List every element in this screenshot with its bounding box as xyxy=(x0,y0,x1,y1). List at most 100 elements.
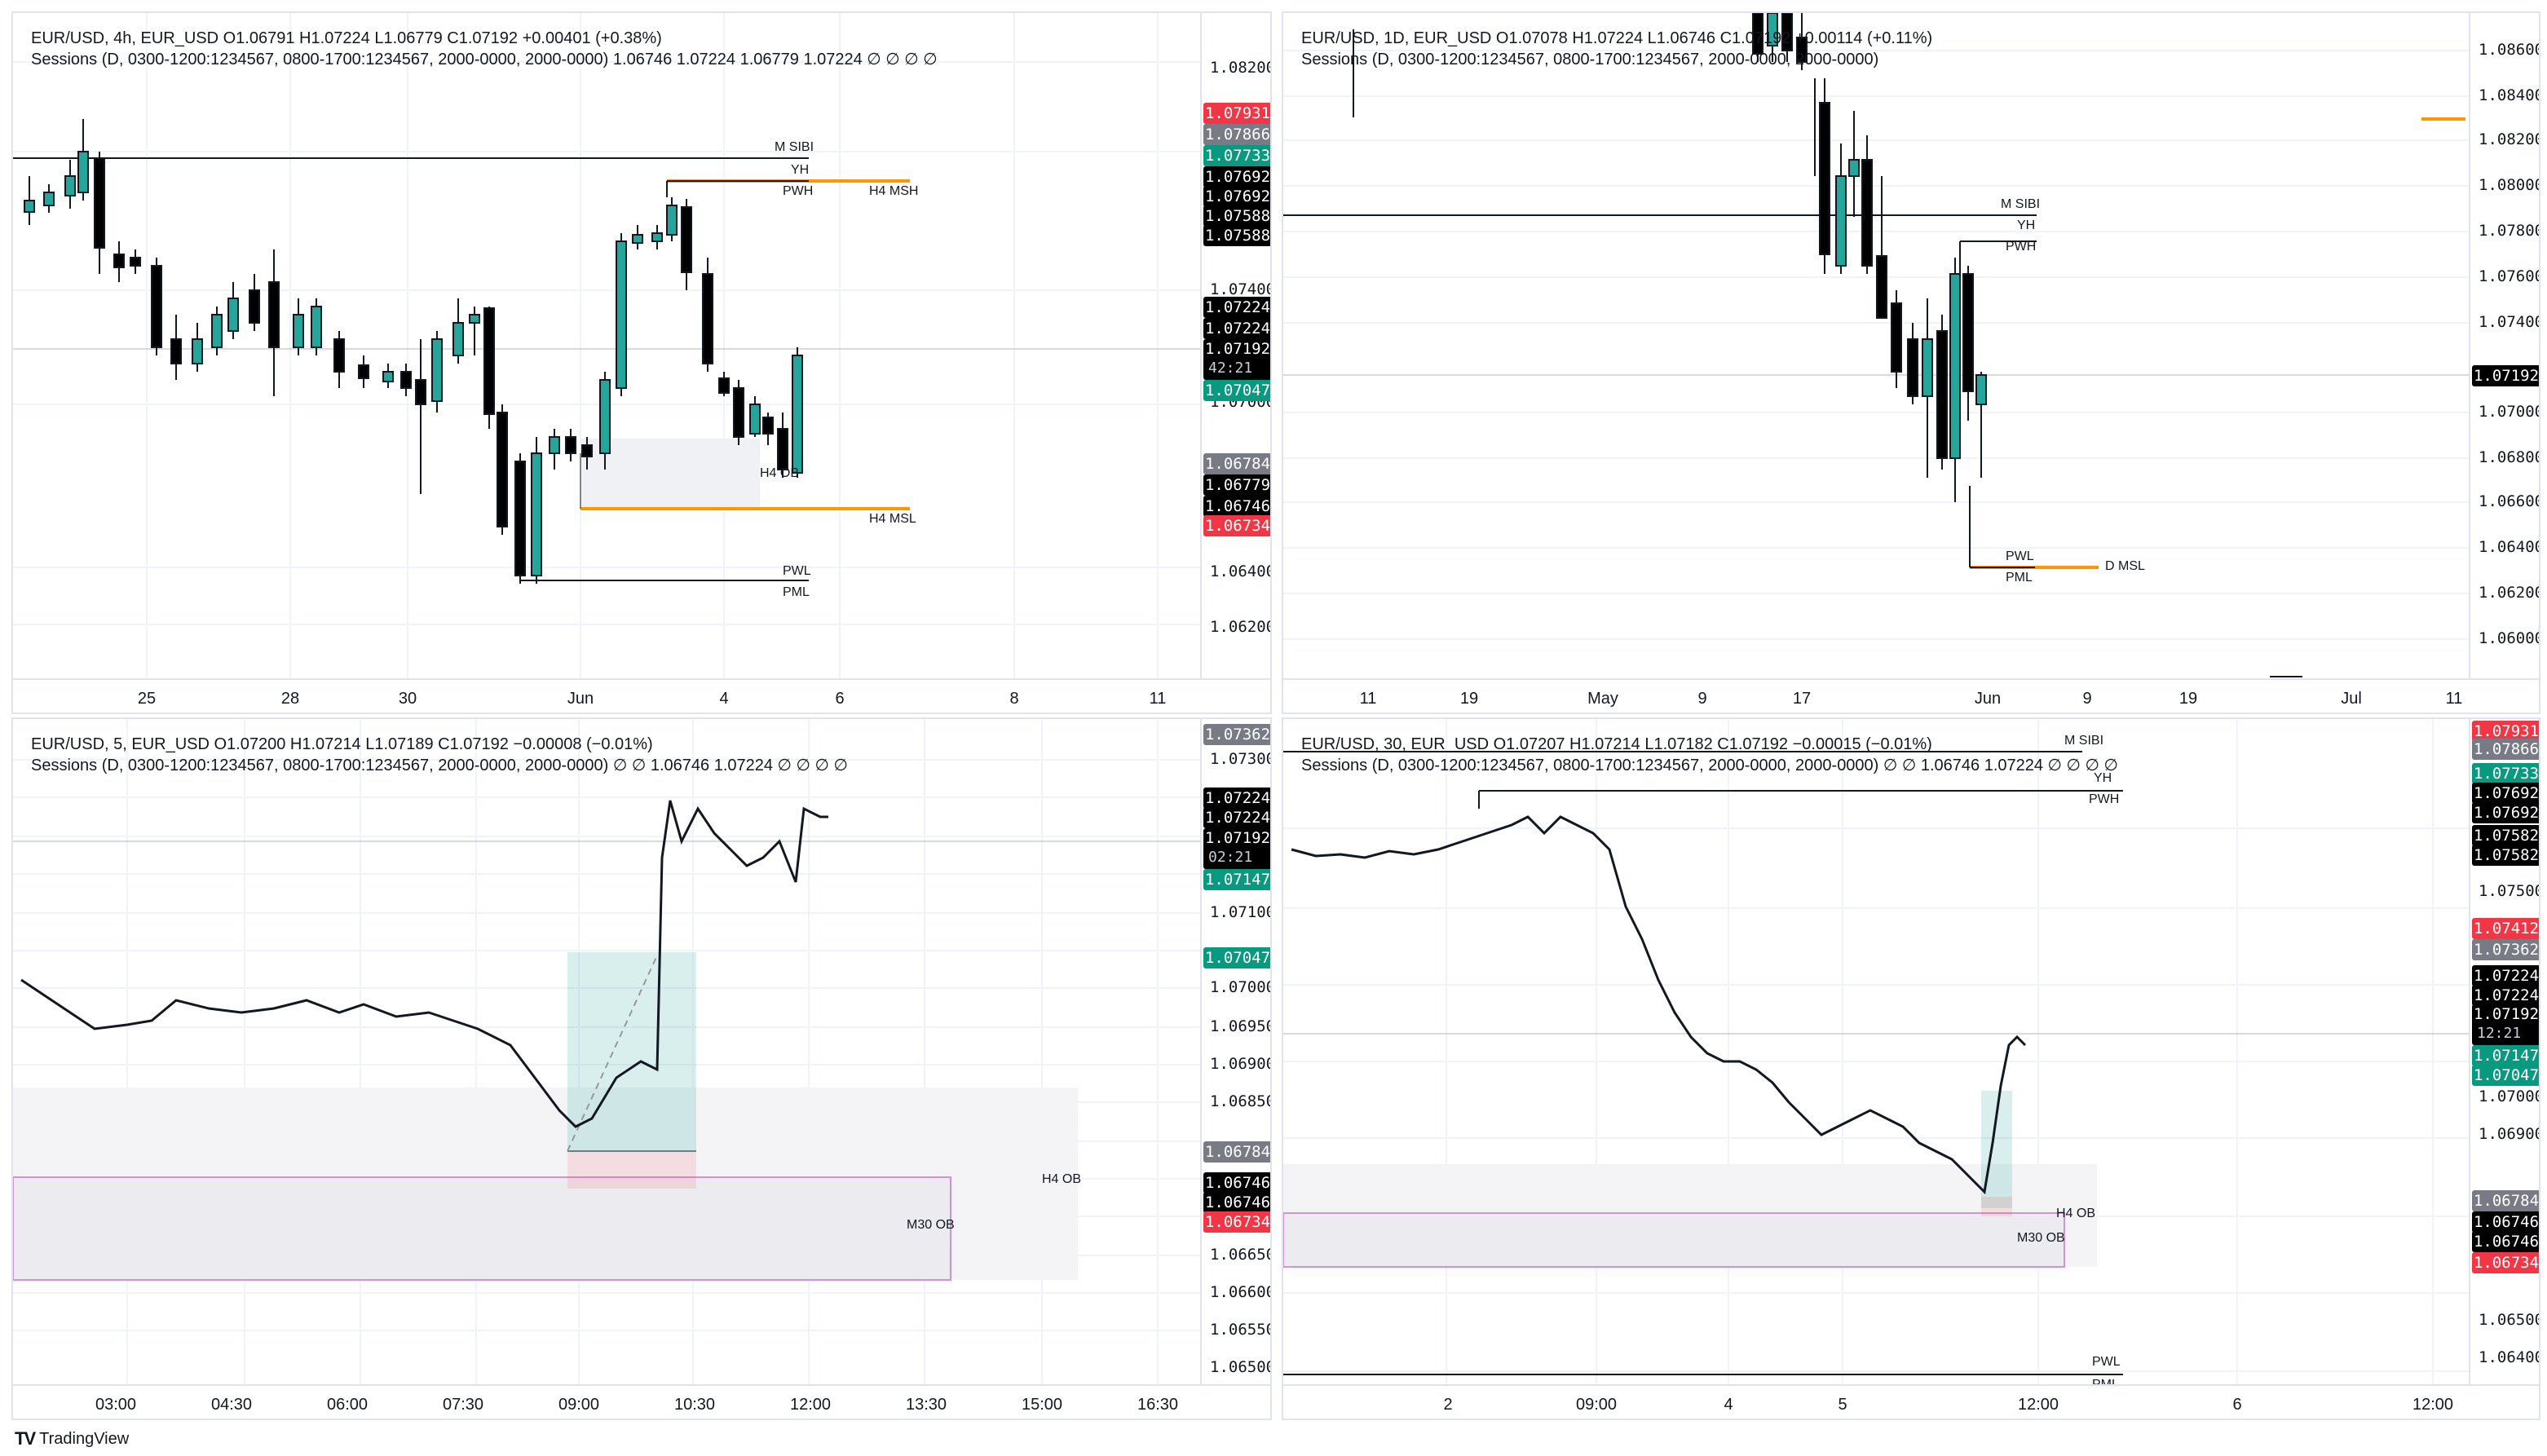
symbol-legend[interactable]: EUR/USD, 4h, EUR_USD O1.06791 H1.07224 L… xyxy=(31,28,938,70)
price-tick: 1.06400 xyxy=(2479,538,2540,556)
price-tick: 1.07500 xyxy=(2479,882,2540,900)
price-tick: 1.06000 xyxy=(2479,629,2540,647)
annotation-h4-msh: H4 MSH xyxy=(869,184,919,198)
time-tick: 9 xyxy=(1697,690,1707,708)
price-badge: 1.06746 xyxy=(1203,1172,1271,1193)
time-tick: Jun xyxy=(567,690,594,708)
price-tick: 1.08200 xyxy=(1210,59,1272,77)
time-tick: 8 xyxy=(1009,690,1019,708)
time-tick: 07:30 xyxy=(442,1396,484,1414)
chart-pane-5m[interactable]: H4 OB M30 OB EUR/USD, 5, EUR_USD O1.0720… xyxy=(11,717,1272,1420)
price-badge: 1.06746 xyxy=(2472,1211,2540,1233)
price-tick: 1.06550 xyxy=(1210,1321,1272,1339)
price-axis[interactable]: 1.08200 1.07400 1.07000 1.06400 1.06200 … xyxy=(1200,13,1272,678)
time-tick: 11 xyxy=(2445,690,2463,708)
last-price: 1.07192 xyxy=(2473,1005,2540,1023)
time-tick: 10:30 xyxy=(673,1396,716,1414)
price-tick: 1.07400 xyxy=(2479,313,2540,331)
time-tick: Jul xyxy=(2341,690,2362,708)
price-badge: 1.07582 xyxy=(2472,845,2540,866)
last-price: 1.07192 xyxy=(1204,340,1271,358)
annotation-pml: PML xyxy=(2006,571,2033,585)
price-tick: 1.06400 xyxy=(2479,1348,2540,1366)
price-tick: 1.07100 xyxy=(1210,903,1272,921)
bar-countdown: 02:21 xyxy=(1208,849,1253,866)
chart-pane-30m[interactable]: M SIBI YH PWH H4 OB M30 OB PWL PML EUR/U… xyxy=(1282,717,2540,1420)
last-price-badge: 1.07192 xyxy=(2472,365,2540,386)
price-tick: 1.07000 xyxy=(1210,978,1272,996)
ohlc-line: EUR/USD, 1D, EUR_USD O1.07078 H1.07224 L… xyxy=(1301,29,1933,47)
price-tick: 1.06400 xyxy=(1210,563,1272,580)
candles-5m xyxy=(13,719,1200,1384)
price-badge: 1.07931 xyxy=(2472,721,2540,742)
price-tick: 1.06650 xyxy=(1210,1246,1272,1264)
time-axis[interactable]: 03:00 04:30 06:00 07:30 09:00 10:30 12:0… xyxy=(13,1384,1270,1418)
price-badge: 1.07047 xyxy=(1203,947,1271,968)
sessions-line: Sessions (D, 0300-1200:1234567, 0800-170… xyxy=(31,51,938,68)
price-badge: 1.06746 xyxy=(2472,1231,2540,1252)
price-badge: 1.07692 xyxy=(2472,783,2540,804)
annotation-yh: YH xyxy=(2094,771,2112,785)
price-badge: 1.07692 xyxy=(1203,186,1271,207)
brand-name: TradingView xyxy=(39,1429,130,1448)
price-badge: 1.06734 xyxy=(1203,1211,1271,1233)
plot-area[interactable]: H4 OB M30 OB xyxy=(13,719,1200,1384)
ohlc-line: EUR/USD, 30, EUR_USD O1.07207 H1.07214 L… xyxy=(1301,735,1932,753)
price-badge: 1.07224 xyxy=(1203,788,1271,809)
annotation-h4-ob: H4 OB xyxy=(1042,1172,1082,1186)
price-badge: 1.07362 xyxy=(2472,939,2540,960)
time-tick: May xyxy=(1587,690,1618,708)
time-tick: 16:30 xyxy=(1137,1396,1179,1414)
time-tick: 6 xyxy=(835,690,845,708)
candles-1d xyxy=(1283,13,2469,677)
bar-countdown: 42:21 xyxy=(1208,360,1253,377)
price-tick: 1.07000 xyxy=(2479,1088,2540,1105)
price-axis[interactable]: 1.07931 1.07866 1.07733 1.07692 1.07692 … xyxy=(2469,719,2540,1384)
annotation-pwl: PWL xyxy=(2092,1355,2121,1369)
price-badge: 1.07866 xyxy=(1203,124,1271,145)
time-tick: 13:30 xyxy=(905,1396,947,1414)
time-axis[interactable]: 11 19 May 9 17 Jun 9 19 Jul 11 xyxy=(1283,678,2539,713)
chart-pane-1d[interactable]: M SIBI YH PWH PWL PML D MSL EUR/USD, 1D,… xyxy=(1282,11,2540,714)
time-tick: 12:00 xyxy=(789,1396,832,1414)
price-badge: 1.07362 xyxy=(1203,724,1271,745)
candles-4h xyxy=(13,13,1200,678)
annotation-pwh: PWH xyxy=(2006,240,2037,254)
last-price-badge: 1.07192 02:21 xyxy=(1203,828,1270,869)
tradingview-footer[interactable]: TV TradingView xyxy=(15,1428,129,1449)
plot-area[interactable]: M SIBI YH PWH H4 OB M30 OB PWL PML xyxy=(1283,719,2469,1392)
price-axis[interactable]: 1.08600 1.08400 1.08200 1.08000 1.07800 … xyxy=(2469,13,2540,678)
sessions-line: Sessions (D, 0300-1200:1234567, 0800-170… xyxy=(1301,51,1879,68)
ohlc-line: EUR/USD, 5, EUR_USD O1.07200 H1.07214 L1… xyxy=(31,735,653,753)
time-axis[interactable]: 2 09:00 4 5 12:00 6 12:00 xyxy=(1283,1384,2539,1418)
price-badge: 1.07047 xyxy=(2472,1065,2540,1086)
candles-30m xyxy=(1283,719,2469,1384)
annotation-m30-ob: M30 OB xyxy=(2017,1231,2065,1245)
price-tick: 1.06500 xyxy=(1210,1358,1272,1376)
plot-area[interactable]: M SIBI YH PWH H4 MSH H4 OB H4 MSL PWL PM… xyxy=(13,13,1200,678)
time-tick: 11 xyxy=(1149,690,1167,708)
time-tick: 30 xyxy=(398,690,417,708)
chart-pane-4h[interactable]: M SIBI YH PWH H4 MSH H4 OB H4 MSL PWL PM… xyxy=(11,11,1272,714)
tradingview-logo-icon: TV xyxy=(15,1428,36,1449)
price-tick: 1.06950 xyxy=(1210,1017,1272,1035)
price-tick: 1.07800 xyxy=(2479,222,2540,240)
plot-area[interactable]: M SIBI YH PWH PWL PML D MSL xyxy=(1283,13,2469,678)
price-badge: 1.07588 xyxy=(1203,225,1271,246)
time-axis[interactable]: 25 28 30 Jun 4 6 8 11 xyxy=(13,678,1270,713)
symbol-legend[interactable]: EUR/USD, 5, EUR_USD O1.07200 H1.07214 L1… xyxy=(31,734,848,776)
annotation-yh: YH xyxy=(2017,218,2036,232)
price-axis[interactable]: 1.07362 1.07300 1.07224 1.07224 1.07192 … xyxy=(1200,719,1272,1384)
price-badge: 1.07733 xyxy=(2472,763,2540,784)
annotation-pwl: PWL xyxy=(2006,549,2034,563)
price-badge: 1.07147 xyxy=(2472,1045,2540,1066)
price-tick: 1.06800 xyxy=(2479,448,2540,466)
price-tick: 1.08400 xyxy=(2479,86,2540,104)
time-tick: 09:00 xyxy=(1575,1396,1618,1414)
price-badge: 1.06784 xyxy=(1203,1141,1271,1163)
price-tick: 1.07000 xyxy=(2479,403,2540,421)
price-badge: 1.07733 xyxy=(1203,145,1271,166)
symbol-legend[interactable]: EUR/USD, 30, EUR_USD O1.07207 H1.07214 L… xyxy=(1301,734,2118,776)
symbol-legend[interactable]: EUR/USD, 1D, EUR_USD O1.07078 H1.07224 L… xyxy=(1301,28,1932,70)
time-tick: 4 xyxy=(719,690,729,708)
